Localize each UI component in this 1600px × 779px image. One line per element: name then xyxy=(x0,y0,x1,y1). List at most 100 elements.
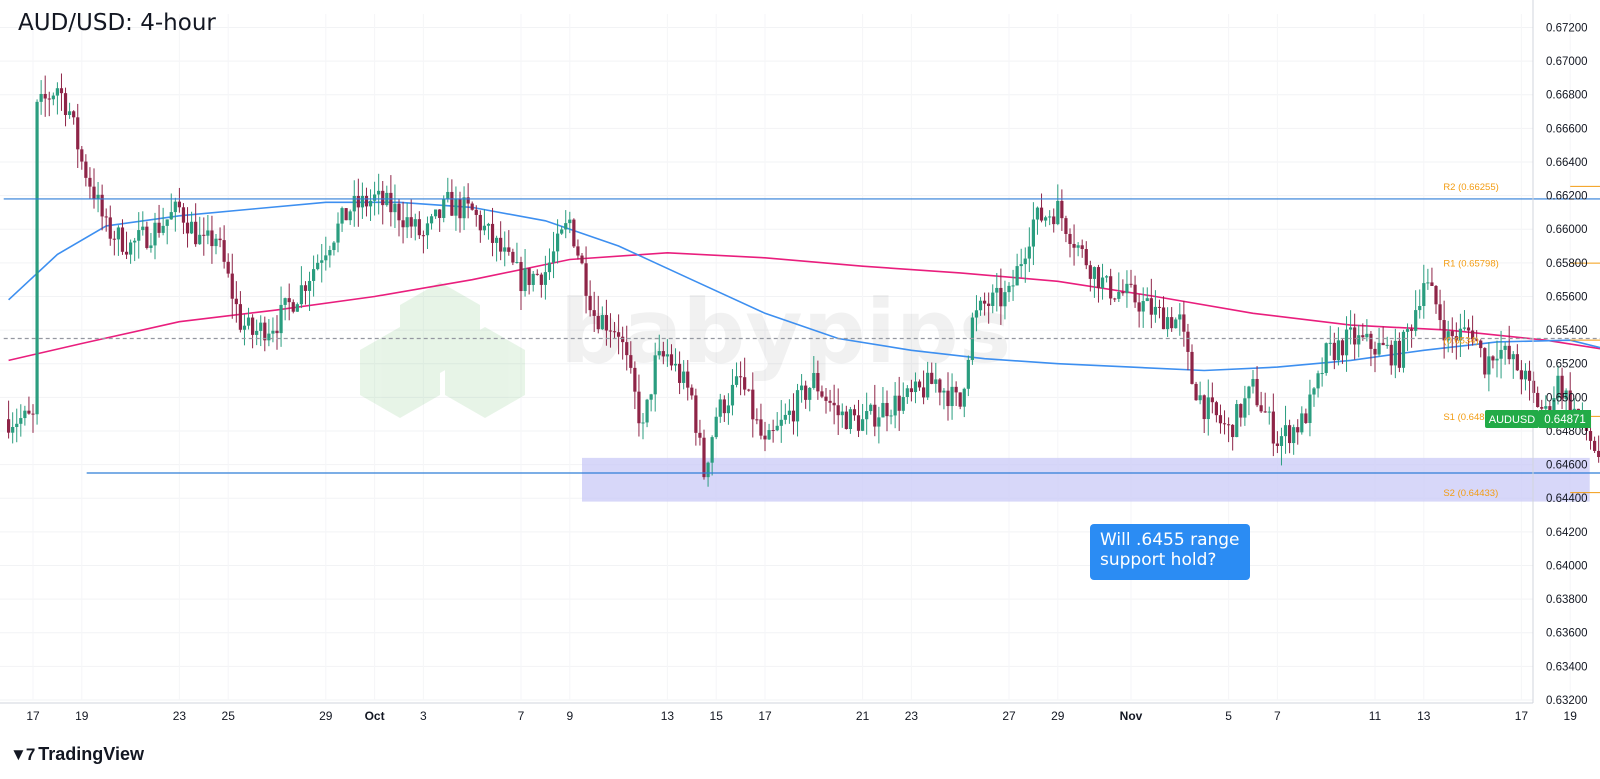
candle-bullish xyxy=(682,371,686,383)
candle-bullish xyxy=(1552,398,1556,413)
y-tick-label: 0.63400 xyxy=(1546,661,1588,673)
candle-bearish xyxy=(1064,218,1068,234)
candle-bearish xyxy=(1536,392,1540,408)
candle-bearish xyxy=(1137,302,1141,312)
candle-bullish xyxy=(255,330,259,335)
candle-bearish xyxy=(1194,383,1198,401)
candle-bearish xyxy=(946,390,950,407)
x-tick-label: 17 xyxy=(1515,709,1529,723)
candle-bullish xyxy=(1048,216,1052,218)
candle-bearish xyxy=(621,336,625,343)
tradingview-brand[interactable]: ▼7 TradingView xyxy=(10,744,144,765)
candle-bearish xyxy=(1182,314,1186,332)
candle-bearish xyxy=(222,240,226,262)
candle-bearish xyxy=(1088,265,1092,279)
candle-bearish xyxy=(157,222,161,233)
candle-bullish xyxy=(645,399,649,423)
y-axis[interactable]: 0.67200 0.67000 0.66800 0.66600 0.66400 0.662… xyxy=(1546,22,1588,707)
candle-bearish xyxy=(820,391,824,397)
candle-bearish xyxy=(145,226,149,248)
x-axis[interactable]: 17 19 23 25 29 Oct 3 7 9 13 15 17 21 23 27 29 Nov 5 7 11 13 1… xyxy=(26,709,1600,723)
candle-bearish xyxy=(1527,370,1532,381)
candle-bearish xyxy=(499,237,503,252)
candle-bearish xyxy=(421,235,425,237)
candle-bullish xyxy=(812,372,816,388)
candle-bullish xyxy=(1174,319,1178,329)
y-tick-label: 0.66000 xyxy=(1546,224,1588,236)
candle-bearish xyxy=(181,207,186,223)
candle-bearish xyxy=(1259,405,1263,412)
candle-bearish xyxy=(755,419,759,421)
candle-bearish xyxy=(409,217,413,227)
candle-bearish xyxy=(1519,370,1523,380)
candle-bearish xyxy=(633,367,637,392)
candle-bullish xyxy=(913,381,918,393)
candle-bearish xyxy=(1450,331,1454,337)
x-tick-label: 19 xyxy=(75,709,89,723)
candle-bearish xyxy=(511,251,515,263)
candle-bearish xyxy=(1588,431,1593,441)
candle-bullish xyxy=(995,287,999,293)
candle-bearish xyxy=(1255,378,1259,406)
candle-bullish xyxy=(1405,329,1410,332)
candle-bearish xyxy=(63,93,68,115)
y-tick-label: 0.64200 xyxy=(1546,527,1588,539)
candle-bullish xyxy=(129,242,133,255)
candle-bearish xyxy=(218,238,222,241)
candle-bearish xyxy=(1121,291,1125,294)
candle-bullish xyxy=(1023,258,1027,265)
candle-bullish xyxy=(950,386,954,407)
y-tick-label: 0.65400 xyxy=(1546,325,1588,337)
candle-bullish xyxy=(974,310,979,318)
candle-bullish xyxy=(653,355,657,395)
candle-bullish xyxy=(531,273,535,285)
candle-bullish xyxy=(1105,276,1109,278)
candle-bullish xyxy=(1145,298,1149,302)
candle-bullish xyxy=(324,255,328,261)
candle-bullish xyxy=(495,237,499,243)
candle-bearish xyxy=(958,392,962,407)
candle-bullish xyxy=(564,223,568,230)
candle-bearish xyxy=(470,203,474,210)
candle-bearish xyxy=(397,203,401,221)
candle-bullish xyxy=(1206,397,1210,420)
candle-bearish xyxy=(238,304,242,330)
y-tick-label: 0.65200 xyxy=(1546,359,1588,371)
x-tick-label: 23 xyxy=(173,709,187,723)
candle-bearish xyxy=(31,413,35,415)
candle-bullish xyxy=(442,198,446,218)
y-tick-label: 0.66800 xyxy=(1546,90,1588,102)
candle-bearish xyxy=(1397,340,1401,368)
candle-bearish xyxy=(816,372,820,392)
candle-bullish xyxy=(137,230,141,241)
support-zone xyxy=(582,457,1590,502)
candle-bullish xyxy=(446,191,450,199)
candle-bullish xyxy=(730,384,735,406)
x-tick-label: Nov xyxy=(1120,709,1143,723)
chart-title: AUD/USD: 4-hour xyxy=(18,10,216,36)
candle-bearish xyxy=(1548,406,1552,413)
candle-bullish xyxy=(1418,306,1422,311)
candle-bullish xyxy=(861,419,865,431)
candle-bullish xyxy=(425,223,430,236)
candle-bearish xyxy=(1080,245,1084,250)
candle-bullish xyxy=(133,240,137,243)
candle-bearish xyxy=(1109,276,1113,299)
candle-bullish xyxy=(320,260,324,263)
candle-bullish xyxy=(1336,340,1340,361)
candle-bearish xyxy=(210,230,214,247)
x-tick-label: 7 xyxy=(1274,709,1281,723)
candle-bearish xyxy=(1288,425,1292,444)
candle-bullish xyxy=(68,111,72,115)
candle-bullish xyxy=(1308,394,1312,424)
candle-bullish xyxy=(783,414,787,420)
pivot-label: S1 (0.64887) xyxy=(1443,412,1498,423)
candle-bullish xyxy=(1031,219,1035,247)
candle-bearish xyxy=(608,330,613,332)
candle-bullish xyxy=(434,209,438,217)
candle-bullish xyxy=(1523,370,1528,380)
y-tick-label: 0.65000 xyxy=(1546,392,1588,404)
candle-bearish xyxy=(389,192,393,213)
candle-bearish xyxy=(1442,320,1446,341)
